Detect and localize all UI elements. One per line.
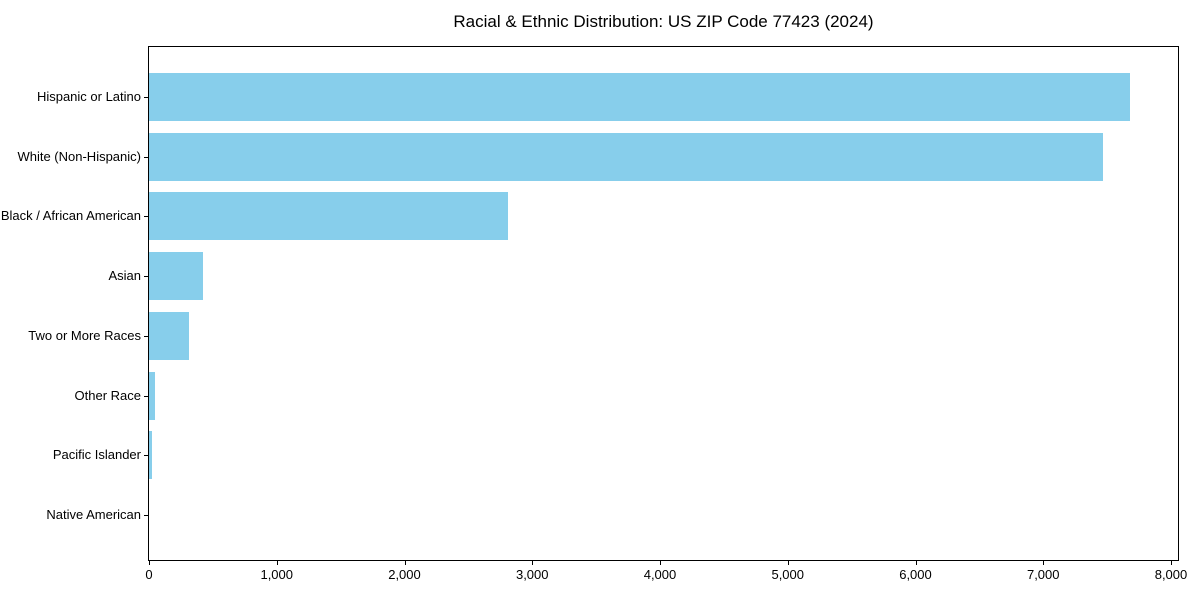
x-tick-label: 7,000 <box>1026 567 1060 582</box>
bar <box>149 371 155 420</box>
bar <box>149 431 152 480</box>
y-tick-mark <box>144 156 149 158</box>
x-tick-label: 1,000 <box>260 567 294 582</box>
y-tick-mark <box>144 97 149 98</box>
y-tick-mark <box>144 335 149 337</box>
x-tick-label: 5,000 <box>771 567 805 582</box>
y-tick-label: White (Non-Hispanic) <box>17 148 141 164</box>
y-tick-mark <box>144 216 149 218</box>
y-tick-label: Pacific Islander <box>52 447 141 463</box>
x-tick-mark <box>532 560 534 565</box>
y-tick-label: Other Race <box>74 387 141 403</box>
plot-area <box>148 46 1179 561</box>
x-tick-mark <box>660 560 661 565</box>
x-tick-mark <box>1043 560 1045 565</box>
x-tick-label: 8,000 <box>1154 567 1188 582</box>
y-tick-label: Two or More Races <box>28 327 141 343</box>
x-tick-label: 4,000 <box>643 567 677 582</box>
x-tick-label: 2,000 <box>388 567 421 582</box>
bar <box>149 192 508 241</box>
x-tick-label: 6,000 <box>899 567 932 582</box>
x-tick-mark <box>404 560 406 565</box>
y-tick-label: Hispanic or Latino <box>36 89 141 104</box>
x-tick-mark <box>1171 560 1172 565</box>
x-tick-label: 3,000 <box>515 567 549 582</box>
y-tick-mark <box>144 514 149 516</box>
y-tick-label: Asian <box>108 268 141 284</box>
y-tick-label: Native American <box>46 506 141 522</box>
x-tick-mark <box>915 560 917 565</box>
bar <box>149 132 1103 181</box>
bar <box>149 311 190 360</box>
x-tick-mark <box>787 560 789 565</box>
bar <box>149 73 1131 121</box>
y-tick-mark <box>144 395 149 397</box>
x-tick-mark <box>276 560 278 565</box>
x-tick-label: 0 <box>145 567 153 582</box>
y-tick-mark <box>144 276 149 278</box>
x-tick-mark <box>149 560 150 565</box>
y-tick-mark <box>144 455 149 457</box>
y-tick-label: Black / African American <box>0 208 141 224</box>
chart-title: Racial & Ethnic Distribution: US ZIP Cod… <box>453 12 874 31</box>
bar <box>149 252 204 301</box>
